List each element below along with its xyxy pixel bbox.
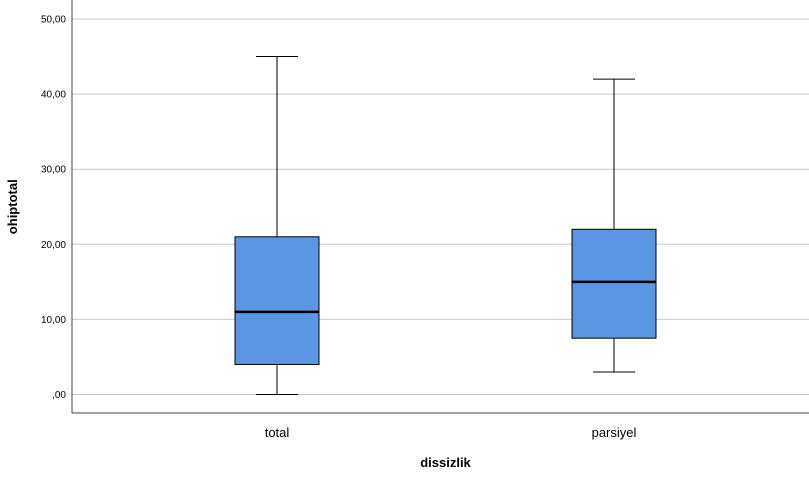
x-category-labels: total parsiyel bbox=[265, 425, 637, 440]
boxes bbox=[234, 56, 657, 395]
y-tick-label: 30,00 bbox=[41, 165, 66, 176]
y-tick-labels: ,00 10,00 20,00 30,00 40,00 50,00 bbox=[41, 15, 66, 402]
y-tick-label: 20,00 bbox=[41, 240, 66, 251]
iqr-box bbox=[234, 236, 320, 365]
x-category-label: total bbox=[265, 425, 290, 440]
y-tick-label: 50,00 bbox=[41, 15, 66, 26]
y-tick-label: ,00 bbox=[52, 390, 66, 401]
x-category-label: parsiyel bbox=[592, 425, 637, 440]
box-total bbox=[234, 56, 320, 395]
y-tick-label: 10,00 bbox=[41, 315, 66, 326]
box-parsiyel bbox=[571, 78, 657, 373]
y-axis-title: ohiptotal bbox=[5, 179, 20, 234]
gridlines bbox=[72, 18, 809, 395]
x-axis-title: dissizlik bbox=[420, 455, 471, 470]
iqr-box bbox=[571, 228, 657, 339]
y-tick-label: 40,00 bbox=[41, 90, 66, 101]
